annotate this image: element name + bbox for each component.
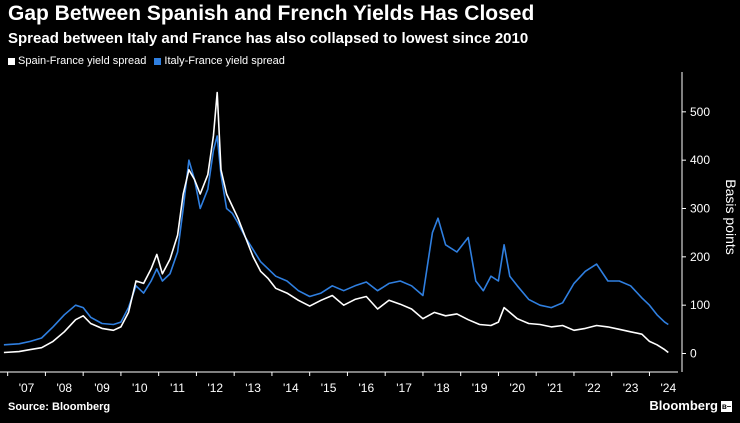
legend-item-spain: Spain-France yield spread [8,55,146,67]
x-tick-label-4: '11 [170,381,185,395]
brand-mark-icon: в–¸ [721,401,732,422]
x-tick-label-6: '13 [245,381,261,395]
y-tick-label-2: 200 [690,250,710,264]
legend-swatch-italy [154,57,162,65]
chart-title: Gap Between Spanish and French Yields Ha… [8,2,535,25]
x-tick-label-16: '23 [623,381,639,395]
legend-label-spain: Spain-France yield spread [18,55,147,67]
source-note: Source: Bloomberg [8,401,111,413]
x-tick-label-9: '16 [358,381,374,395]
x-tick-label-17: '24 [661,381,677,395]
legend: Spain-France yield spread Italy-France y… [8,55,285,67]
x-tick-label-13: '20 [510,381,526,395]
x-tick-label-8: '15 [321,381,337,395]
x-tick-label-15: '22 [585,381,601,395]
x-tick-label-3: '10 [132,381,148,395]
series-line-italy [3,135,669,346]
x-tick-label-14: '21 [547,381,563,395]
y-tick-label-5: 500 [690,105,710,119]
legend-label-italy: Italy-France yield spread [164,55,285,67]
series-line-spain [3,91,669,354]
x-tick-label-11: '18 [434,381,450,395]
x-tick-label-7: '14 [283,381,299,395]
x-tick-label-12: '19 [472,381,488,395]
x-tick-label-2: '09 [94,381,110,395]
y-axis-title: Basis points [723,179,739,254]
legend-item-italy: Italy-France yield spread [154,55,285,67]
x-tick-label-0: '07 [19,381,35,395]
x-tick-label-1: '08 [56,381,72,395]
y-tick-label-4: 400 [690,153,710,167]
brand-logo: Bloomberg [649,398,718,413]
y-tick-label-3: 300 [690,202,710,216]
chart-subtitle: Spread between Italy and France has also… [8,30,529,47]
x-tick-label-5: '12 [207,381,223,395]
y-tick-label-1: 100 [690,298,710,312]
x-tick-label-10: '17 [396,381,412,395]
legend-swatch-spain [8,57,15,65]
y-tick-label-0: 0 [690,347,697,361]
